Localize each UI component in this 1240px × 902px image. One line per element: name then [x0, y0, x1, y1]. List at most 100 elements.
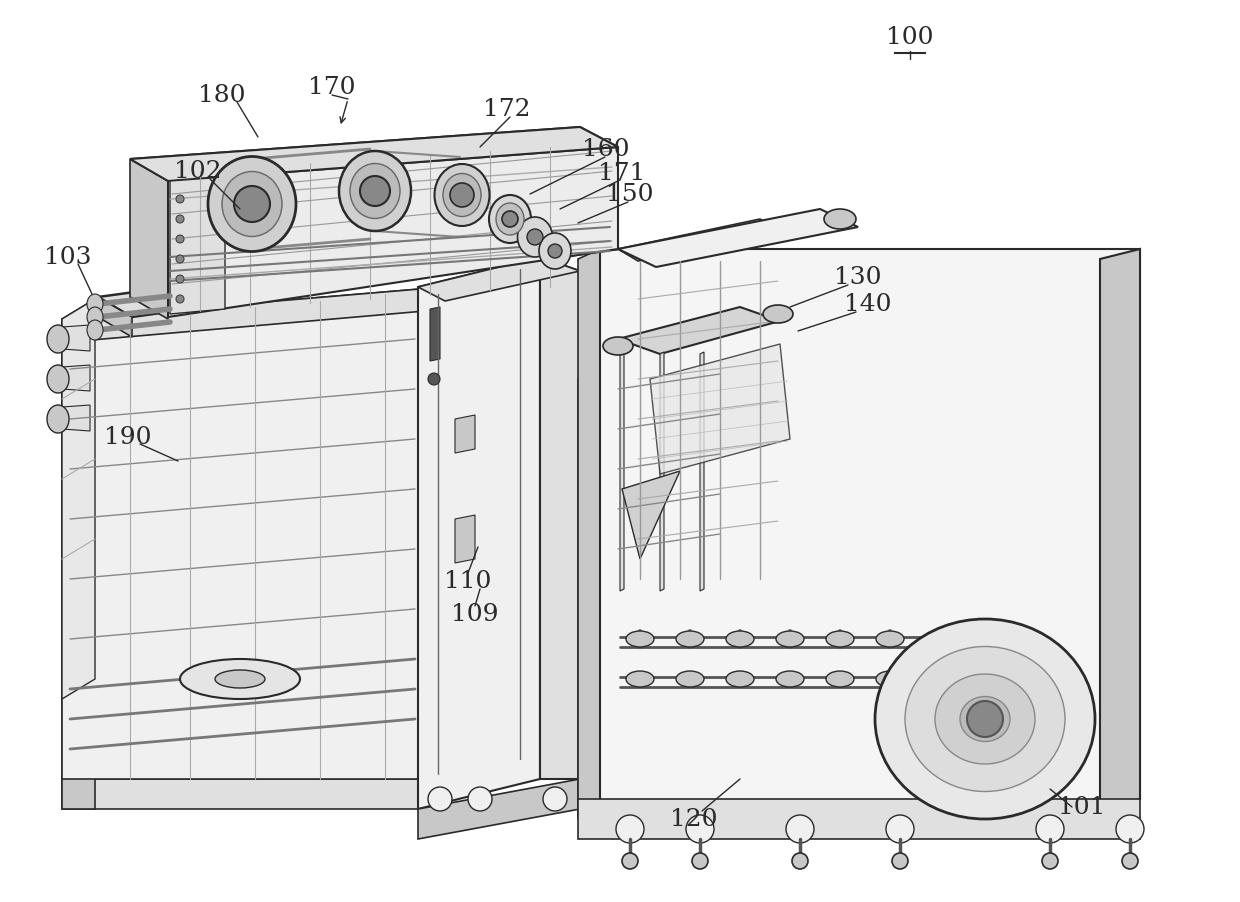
- Ellipse shape: [222, 172, 281, 237]
- Polygon shape: [578, 799, 1140, 839]
- Polygon shape: [62, 299, 95, 809]
- Circle shape: [176, 235, 184, 244]
- Text: 140: 140: [844, 293, 892, 316]
- Polygon shape: [418, 258, 539, 809]
- Polygon shape: [578, 250, 600, 819]
- Ellipse shape: [825, 210, 856, 230]
- Ellipse shape: [763, 306, 794, 324]
- Polygon shape: [430, 308, 440, 362]
- Ellipse shape: [875, 671, 904, 687]
- Text: 109: 109: [451, 603, 498, 626]
- Polygon shape: [62, 779, 420, 809]
- Circle shape: [692, 853, 708, 869]
- Circle shape: [176, 255, 184, 263]
- Circle shape: [502, 212, 518, 227]
- Circle shape: [360, 177, 391, 207]
- Polygon shape: [622, 472, 680, 559]
- Text: 190: 190: [104, 426, 151, 449]
- Circle shape: [176, 196, 184, 204]
- Polygon shape: [578, 380, 1140, 400]
- Polygon shape: [578, 370, 600, 819]
- Ellipse shape: [826, 631, 854, 648]
- Text: 130: 130: [835, 266, 882, 290]
- Circle shape: [1042, 853, 1058, 869]
- Ellipse shape: [776, 671, 804, 687]
- Text: 172: 172: [484, 98, 531, 122]
- Ellipse shape: [434, 165, 490, 226]
- Text: 100: 100: [887, 26, 934, 50]
- Ellipse shape: [339, 152, 410, 232]
- Ellipse shape: [875, 631, 904, 648]
- Circle shape: [1035, 815, 1064, 843]
- Text: 150: 150: [606, 183, 653, 207]
- Circle shape: [527, 230, 543, 245]
- Circle shape: [234, 187, 270, 223]
- Circle shape: [450, 184, 474, 207]
- Ellipse shape: [350, 164, 401, 219]
- Polygon shape: [62, 290, 420, 779]
- Ellipse shape: [935, 675, 1035, 764]
- Circle shape: [887, 815, 914, 843]
- Ellipse shape: [180, 659, 300, 699]
- Polygon shape: [62, 290, 448, 342]
- Polygon shape: [618, 210, 858, 268]
- Polygon shape: [130, 160, 167, 319]
- Ellipse shape: [905, 647, 1065, 792]
- Polygon shape: [701, 353, 704, 592]
- Circle shape: [686, 815, 714, 843]
- Circle shape: [467, 787, 492, 811]
- Text: 180: 180: [198, 83, 246, 106]
- Ellipse shape: [826, 671, 854, 687]
- Text: 171: 171: [599, 161, 646, 184]
- Circle shape: [786, 815, 813, 843]
- Polygon shape: [167, 148, 618, 318]
- Circle shape: [892, 853, 908, 869]
- Text: 101: 101: [1058, 796, 1106, 819]
- Circle shape: [428, 787, 453, 811]
- Polygon shape: [418, 779, 580, 839]
- Polygon shape: [62, 365, 91, 391]
- Ellipse shape: [489, 196, 531, 244]
- Ellipse shape: [87, 320, 103, 341]
- Polygon shape: [539, 258, 580, 779]
- Ellipse shape: [926, 631, 954, 648]
- Ellipse shape: [47, 365, 69, 393]
- Text: 110: 110: [444, 570, 492, 593]
- Ellipse shape: [215, 670, 265, 688]
- Ellipse shape: [496, 204, 525, 235]
- Ellipse shape: [517, 217, 553, 258]
- Polygon shape: [170, 178, 224, 315]
- Polygon shape: [650, 345, 790, 474]
- Polygon shape: [98, 232, 618, 318]
- Circle shape: [176, 276, 184, 284]
- Ellipse shape: [926, 671, 954, 687]
- Polygon shape: [62, 299, 95, 699]
- Ellipse shape: [626, 631, 653, 648]
- Ellipse shape: [676, 671, 704, 687]
- Ellipse shape: [626, 671, 653, 687]
- Ellipse shape: [603, 337, 632, 355]
- Polygon shape: [618, 308, 780, 354]
- Text: 160: 160: [583, 138, 630, 161]
- Ellipse shape: [208, 157, 296, 253]
- Ellipse shape: [443, 174, 481, 217]
- Circle shape: [548, 244, 562, 259]
- Polygon shape: [1100, 250, 1140, 809]
- Ellipse shape: [539, 234, 570, 270]
- Circle shape: [176, 216, 184, 224]
- Text: 170: 170: [309, 77, 356, 99]
- Circle shape: [1122, 853, 1138, 869]
- Text: 120: 120: [671, 807, 718, 831]
- Polygon shape: [620, 353, 624, 592]
- Circle shape: [428, 373, 440, 385]
- Circle shape: [176, 296, 184, 304]
- Polygon shape: [130, 128, 618, 182]
- Polygon shape: [62, 406, 91, 431]
- Text: 102: 102: [175, 161, 222, 183]
- Ellipse shape: [87, 308, 103, 327]
- Polygon shape: [455, 416, 475, 454]
- Polygon shape: [418, 258, 580, 301]
- Circle shape: [1116, 815, 1145, 843]
- Ellipse shape: [725, 631, 754, 648]
- Ellipse shape: [47, 406, 69, 434]
